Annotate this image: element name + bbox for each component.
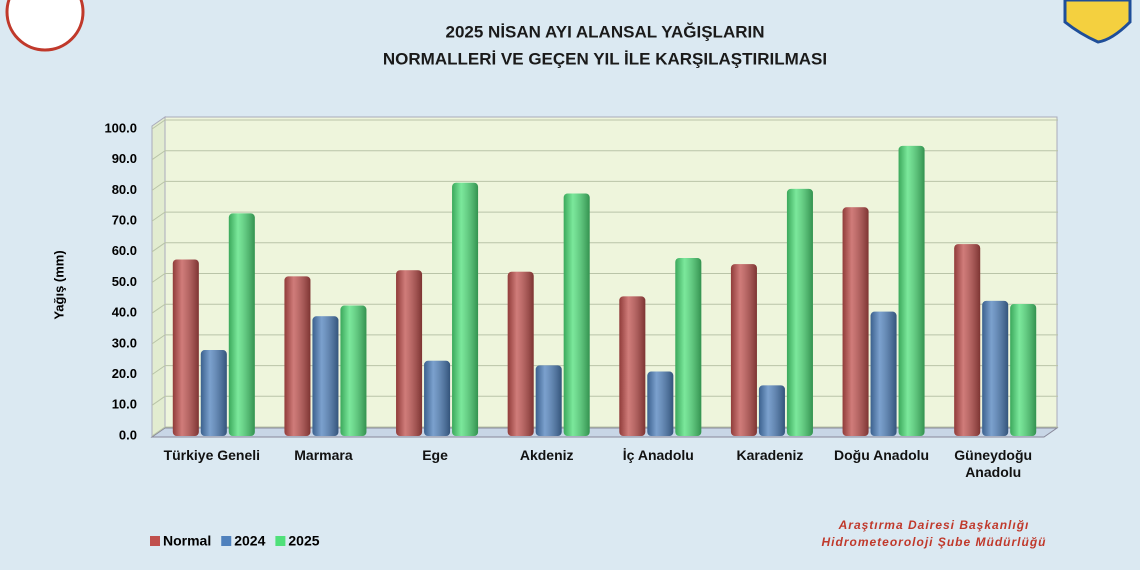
legend-swatch: [275, 536, 286, 546]
bar-shade: [535, 365, 562, 436]
bar-shade: [954, 244, 981, 436]
plot-floor: [150, 427, 1059, 438]
grid-line: [151, 242, 1058, 253]
legend-swatch: [221, 536, 232, 546]
chart-title: NORMALLERİ VE GEÇEN YIL İLE KARŞILAŞTIRI…: [383, 49, 827, 68]
bar-shade: [870, 311, 897, 436]
bar-shade: [786, 188, 813, 436]
footer-text: Hidrometeoroloji Şube Müdürlüğü: [821, 535, 1047, 549]
bar-shade: [982, 300, 1009, 436]
legend-label: Normal: [163, 533, 211, 549]
bar-shade: [647, 371, 674, 436]
grid-line: [151, 150, 1058, 161]
bar-shade: [228, 213, 255, 436]
x-tick-label: Akdeniz: [519, 447, 574, 463]
legend-label: 2025: [288, 533, 319, 549]
y-tick-label: 10.0: [112, 397, 137, 412]
bar-shade: [424, 360, 451, 436]
legend-label: 2024: [234, 533, 265, 549]
grid-line: [151, 365, 1058, 376]
logo-left: [5, 0, 85, 52]
y-tick-label: 40.0: [112, 305, 137, 320]
y-tick-label: 0.0: [119, 427, 137, 442]
grid-line: [151, 211, 1058, 222]
y-tick-label: 50.0: [112, 274, 137, 289]
grid-line: [151, 303, 1058, 314]
y-tick-label: 30.0: [112, 335, 137, 350]
legend-swatch: [150, 536, 160, 546]
bar-shade: [842, 207, 869, 436]
y-tick-label: 60.0: [112, 243, 137, 258]
x-tick-label: Türkiye Geneli: [163, 447, 261, 463]
x-tick-label: Ege: [422, 447, 448, 463]
bar-shade: [563, 193, 590, 436]
y-tick-label: 20.0: [112, 366, 137, 381]
y-tick-label: 90.0: [112, 151, 137, 166]
plot-side: [151, 116, 166, 438]
bar-shade: [1010, 303, 1037, 436]
y-tick-label: 80.0: [112, 182, 137, 197]
bar-shade: [507, 271, 534, 436]
bar-shade: [396, 270, 423, 436]
bar-shade: [675, 257, 702, 436]
y-tick-label: 70.0: [112, 213, 137, 228]
bar-shade: [172, 259, 199, 436]
x-tick-label: Güneydoğu Anadolu: [954, 447, 1033, 480]
chart-title: 2025 NİSAN AYI ALANSAL YAĞIŞLARIN: [446, 22, 765, 41]
x-tick-label: Marmara: [294, 447, 353, 463]
logo-right: [1063, 0, 1132, 44]
bar-shade: [758, 385, 785, 436]
bar-shade: [340, 305, 367, 436]
x-tick-label: Doğu Anadolu: [833, 447, 930, 463]
x-tick-label: Karadeniz: [736, 447, 804, 463]
bar-shade: [619, 296, 646, 436]
y-axis-label: Yağış (mm): [51, 250, 66, 319]
bar-shade: [898, 145, 925, 436]
bar-shade: [200, 350, 227, 436]
bar-shade: [284, 276, 311, 436]
grid-line: [151, 180, 1058, 191]
grid-line: [151, 119, 1058, 130]
grid-line: [151, 273, 1058, 283]
grid-line: [151, 334, 1058, 345]
x-tick-label: İç Anadolu: [622, 447, 694, 463]
y-tick-label: 100.0: [104, 120, 137, 135]
bar-shade: [312, 316, 339, 436]
bar-shade: [452, 182, 479, 436]
bar-shade: [730, 264, 757, 436]
footer-text: Araştırma Dairesi Başkanlığı: [838, 518, 1030, 532]
